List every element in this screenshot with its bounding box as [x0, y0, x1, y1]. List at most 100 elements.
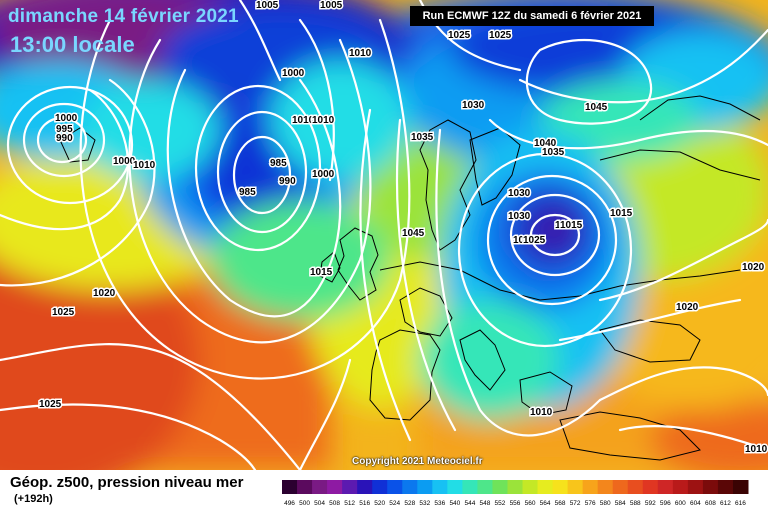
scale-swatch	[702, 480, 719, 494]
scale-swatch	[672, 480, 689, 494]
scale-swatch	[342, 480, 358, 494]
copyright-notice: Copyright 2021 Meteociel.fr	[352, 456, 483, 467]
scale-swatch	[402, 480, 418, 494]
scale-label: 576	[585, 500, 596, 507]
isobar-label: 995	[56, 124, 73, 135]
scale-label: 612	[720, 500, 731, 507]
scale-label: 536	[434, 500, 445, 507]
isobar-label: 1045	[585, 102, 608, 113]
isobar-label: 1000	[55, 113, 78, 124]
scale-swatch	[717, 480, 734, 494]
isobar-label: 990	[56, 133, 73, 144]
model-run-label: Run ECMWF 12Z du samedi 6 février 2021	[410, 6, 654, 26]
scale-swatch	[732, 480, 749, 494]
isobar-label: 1030	[508, 188, 531, 199]
isobar-label: 1025	[489, 30, 512, 41]
scale-label: 592	[645, 500, 656, 507]
scale-label: 528	[404, 500, 415, 507]
isobar-label: 1035	[542, 147, 565, 158]
scale-label: 596	[660, 500, 671, 507]
scale-swatch	[642, 480, 659, 494]
scale-swatch	[612, 480, 629, 494]
scale-swatch	[432, 480, 448, 494]
scale-label: 544	[464, 500, 475, 507]
scale-swatch	[372, 480, 388, 494]
isobar-label: 1015	[310, 267, 333, 278]
isobar-label: 985	[270, 158, 287, 169]
isobar-label: 1045	[402, 228, 425, 239]
scale-swatch	[522, 480, 539, 494]
scale-label: 560	[525, 500, 536, 507]
scale-label: 508	[329, 500, 340, 507]
isobar-label: 1010	[133, 160, 156, 171]
scale-label: 608	[705, 500, 716, 507]
scale-label: 524	[389, 500, 400, 507]
scale-swatch	[537, 480, 554, 494]
isobar-label: 1025	[523, 235, 546, 246]
isobar-label: 1020	[555, 220, 578, 231]
isobar-label: 1030	[462, 100, 485, 111]
scale-label: 556	[510, 500, 521, 507]
scale-swatch	[462, 480, 478, 494]
scale-label: 572	[570, 500, 581, 507]
scale-label: 584	[615, 500, 626, 507]
isobar-label: 1020	[676, 302, 699, 313]
isobar-label: 1010	[312, 115, 335, 126]
scale-label: 616	[735, 500, 746, 507]
scale-label: 600	[675, 500, 686, 507]
scale-swatch	[657, 480, 674, 494]
scale-swatch	[507, 480, 524, 494]
scale-label: 568	[555, 500, 566, 507]
scale-label: 604	[690, 500, 701, 507]
scale-swatch	[417, 480, 433, 494]
isobar-label: 1030	[508, 211, 531, 222]
scale-label: 512	[344, 500, 355, 507]
forecast-time: 13:00 locale	[10, 32, 135, 57]
isobar-label: 1000	[312, 169, 335, 180]
scale-swatch	[552, 480, 569, 494]
legend-title: Géop. z500, pression niveau mer	[10, 474, 244, 491]
scale-label: 552	[495, 500, 506, 507]
isobar-label: 1015	[560, 220, 583, 231]
isobar-label: 1010	[292, 115, 315, 126]
isobar-label: 1000	[282, 68, 305, 79]
isobar-label: 1015	[610, 208, 633, 219]
scale-swatch	[357, 480, 373, 494]
scale-swatch	[582, 480, 599, 494]
isobar-label: 1010	[349, 48, 372, 59]
isobar-label: 1025	[448, 30, 471, 41]
scale-swatch	[312, 480, 328, 494]
scale-label: 548	[480, 500, 491, 507]
isobar-label: 1020	[93, 288, 116, 299]
geopotential-field	[0, 0, 768, 470]
scale-label: 516	[359, 500, 370, 507]
scale-label: 504	[314, 500, 325, 507]
scale-swatch	[492, 480, 508, 494]
isobar-label: 1010	[745, 444, 768, 455]
scale-label: 588	[630, 500, 641, 507]
isobar-label: 1005	[256, 0, 279, 11]
forecast-date: dimanche 14 février 2021	[8, 6, 239, 27]
scale-swatch	[327, 480, 343, 494]
isobar-label: 1010	[530, 407, 553, 418]
scale-swatch	[597, 480, 614, 494]
scale-swatch	[567, 480, 584, 494]
isobar-label: 1040	[534, 138, 557, 149]
scale-label: 564	[540, 500, 551, 507]
isobar-label: 1025	[513, 235, 536, 246]
scale-label: 580	[600, 500, 611, 507]
color-scale: 496 500 504 508 512 516 520 524 528 532 536 540 544 5…	[282, 480, 749, 507]
scale-swatch	[627, 480, 644, 494]
scale-swatch	[447, 480, 463, 494]
isobar-label: 1025	[39, 399, 62, 410]
isobar-label: 1020	[742, 262, 765, 273]
scale-swatch	[687, 480, 704, 494]
scale-label: 520	[374, 500, 385, 507]
isobars	[0, 0, 768, 470]
isobar-label: 1005	[320, 0, 343, 11]
scale-swatch	[297, 480, 313, 494]
isobar-label: 1000	[113, 156, 136, 167]
